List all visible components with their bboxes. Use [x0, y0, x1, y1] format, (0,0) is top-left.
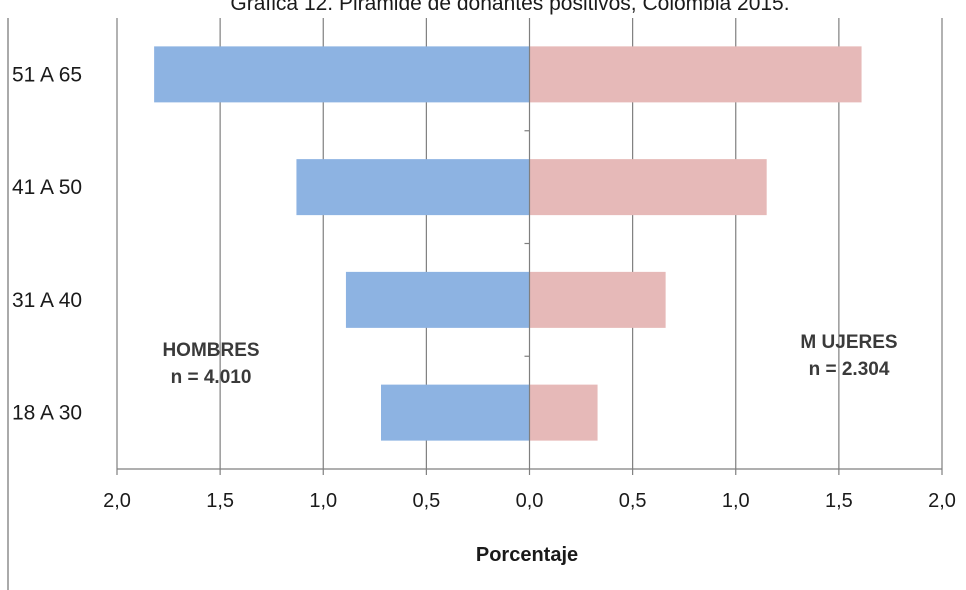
women-annotation-title: M UJERES [800, 332, 897, 353]
x-tick-label-0: 2,0 [103, 490, 131, 512]
x-tick-label-7: 1,5 [825, 490, 853, 512]
category-label-2: 31 A 40 [12, 289, 82, 312]
bar-mujeres-1 [529, 159, 767, 216]
bar-hombres-0 [154, 46, 530, 103]
x-tick-label-3: 0,5 [412, 490, 440, 512]
axes [116, 18, 943, 475]
category-label-1: 41 A 50 [12, 176, 82, 199]
x-tick-label-8: 2,0 [928, 490, 956, 512]
bar-mujeres-3 [529, 384, 598, 441]
x-tick-label-5: 0,5 [619, 490, 647, 512]
category-label-3: 18 A 30 [12, 402, 82, 425]
bar-hombres-1 [296, 159, 530, 216]
women-annotation-count: n = 2.304 [809, 359, 890, 380]
x-tick-label-4: 0,0 [516, 490, 544, 512]
bar-hombres-2 [345, 271, 530, 328]
men-annotation-title: HOMBRES [162, 340, 259, 361]
bar-mujeres-2 [529, 271, 666, 328]
bar-mujeres-0 [529, 46, 862, 103]
men-annotation-count: n = 4.010 [171, 367, 252, 388]
x-tick-label-1: 1,5 [206, 490, 234, 512]
x-axis-title: Porcentaje [476, 544, 578, 566]
bars [154, 46, 862, 441]
bar-hombres-3 [381, 384, 530, 441]
x-tick-label-6: 1,0 [722, 490, 750, 512]
category-label-0: 51 A 65 [12, 63, 82, 86]
x-tick-label-2: 1,0 [309, 490, 337, 512]
chart-title: Gráfica 12. Pirámide de donantes positiv… [230, 0, 789, 15]
category-labels: 51 A 65 41 A 50 31 A 40 18 A 30 [12, 63, 82, 424]
x-tick-labels: 2,0 1,5 1,0 0,5 0,0 0,5 1,0 1,5 2,0 [103, 490, 956, 512]
